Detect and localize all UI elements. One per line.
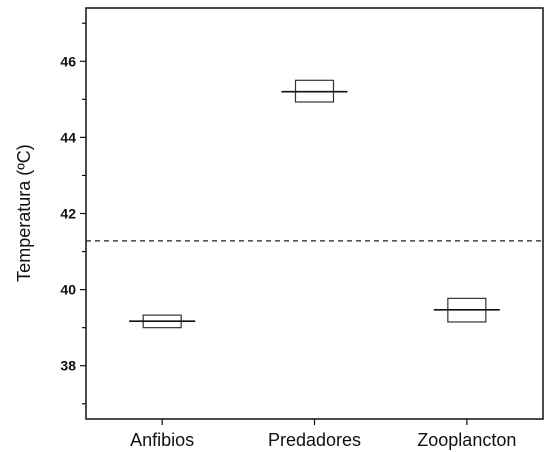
x-axis: Anfibios Predadores Zooplancton [130,419,516,450]
y-tick-label: 46 [60,53,76,69]
y-tick-label: 42 [60,206,76,222]
plot-frame [85,7,544,420]
box-predadores [281,79,348,103]
x-tick-label: Anfibios [130,430,194,450]
y-tick-label: 40 [60,282,76,298]
y-axis-title: Temperatura (ºC) [14,144,34,282]
box-series [129,79,500,329]
x-tick-label: Zooplancton [417,430,516,450]
box-anfibios [129,314,196,329]
y-tick-label: 38 [60,358,76,374]
x-tick-label: Predadores [268,430,361,450]
y-tick-label: 44 [60,129,76,145]
box-zooplancton [433,297,500,323]
y-axis: 38 40 42 44 46 [60,22,86,405]
